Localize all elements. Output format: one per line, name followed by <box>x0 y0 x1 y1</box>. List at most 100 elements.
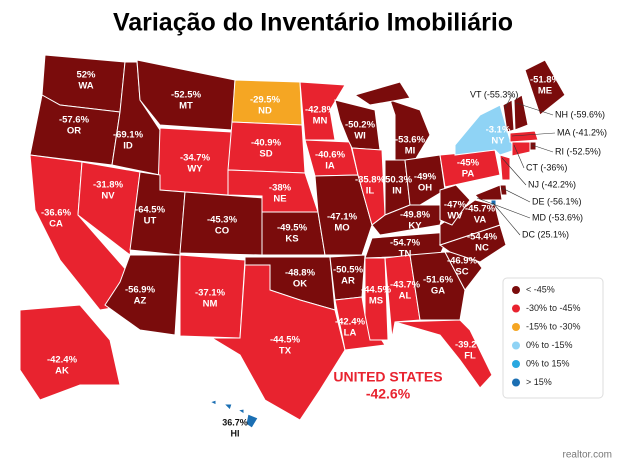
callout-line <box>476 197 531 219</box>
state-code: NC <box>475 243 489 254</box>
state-value: -50.5% <box>333 265 364 276</box>
state-value: -42.4% <box>47 355 78 366</box>
state-value: -40.6% <box>315 150 346 161</box>
state <box>513 94 529 131</box>
state-code: KS <box>285 234 298 245</box>
state <box>502 99 515 133</box>
state-value: 52% <box>76 70 96 81</box>
state-value: 36.7% <box>222 417 248 427</box>
callout-label: NH (-59.6%) <box>555 109 605 119</box>
state <box>19 304 121 401</box>
title: Variação do Inventário Imobiliário <box>113 9 513 37</box>
state-code: MT <box>179 101 193 112</box>
callout-label: VT (-55.3%) <box>470 89 518 99</box>
state-value: -49.8% <box>400 210 431 221</box>
state-value: -49.5% <box>277 223 308 234</box>
states <box>19 54 566 429</box>
state-value: -29.5% <box>250 95 281 106</box>
callout-line <box>501 157 527 186</box>
callout-line <box>511 132 556 137</box>
legend-label: 0% to 15% <box>526 358 570 368</box>
state-code: OK <box>293 279 307 290</box>
state-value: -47.1% <box>327 212 358 223</box>
state-value: -47% <box>444 200 467 211</box>
callout-line <box>501 187 531 203</box>
source: realtor.com <box>563 450 612 461</box>
state <box>236 408 245 415</box>
callout-label: RI (-52.5%) <box>555 146 601 156</box>
callout-line <box>513 144 525 169</box>
state-code: NY <box>491 136 505 147</box>
state <box>404 154 446 206</box>
state-value: -64.5% <box>135 205 166 216</box>
state <box>394 319 493 389</box>
state-code: TX <box>279 346 292 357</box>
state-code: SC <box>455 267 468 278</box>
state <box>509 130 539 143</box>
state <box>353 81 411 106</box>
state-code: CA <box>49 219 63 230</box>
legend-label: -15% to -30% <box>526 321 581 331</box>
state-code: NV <box>101 191 115 202</box>
legend-label: < -45% <box>526 284 555 294</box>
state-value: -56.9% <box>125 285 156 296</box>
state <box>222 403 233 411</box>
state <box>439 184 471 226</box>
state-code: WY <box>187 164 203 175</box>
state-value: -34.7% <box>180 153 211 164</box>
state <box>439 199 501 246</box>
callout-line <box>492 202 521 236</box>
legend-swatch <box>512 341 520 350</box>
callout-label: DC (25.1%) <box>522 229 569 239</box>
legend-label: 0% to -15% <box>526 340 573 350</box>
state-value: -35.8% <box>355 175 386 186</box>
state-value: -51.6% <box>423 275 454 286</box>
state-code: ID <box>123 141 133 152</box>
state <box>364 257 389 341</box>
legend-swatch <box>512 286 520 294</box>
callout-label: DE (-56.1%) <box>532 196 582 206</box>
state-value: -38% <box>269 183 292 194</box>
legend-label: > 15% <box>526 377 552 387</box>
state-code: PA <box>462 169 475 180</box>
state-code: IL <box>366 186 375 197</box>
state-code: AK <box>55 366 69 377</box>
state-code: ME <box>538 86 552 97</box>
state-code: MS <box>369 296 383 307</box>
state-value: -45.7% <box>465 204 496 215</box>
state <box>499 154 511 181</box>
state-value: -52.5% <box>171 90 202 101</box>
state-value: -51.8% <box>530 75 561 86</box>
state <box>208 399 217 406</box>
state-value: -69.1% <box>113 130 144 141</box>
state-code: VA <box>474 215 487 226</box>
state-value: -49% <box>414 172 437 183</box>
legend-box <box>502 277 604 399</box>
state-value: -54.7% <box>390 238 421 249</box>
state-value: -45.3% <box>207 215 238 226</box>
state <box>524 59 566 116</box>
state-code: KY <box>408 221 422 232</box>
state-value: -31.8% <box>93 180 124 191</box>
callout-label: MA (-41.2%) <box>557 127 607 137</box>
state-code: OR <box>67 126 81 137</box>
state-value: -44.5% <box>270 335 301 346</box>
legend-label: -30% to -45% <box>526 303 581 313</box>
state-value: -54.4% <box>467 232 498 243</box>
state-code: AZ <box>134 296 147 307</box>
state-code: WA <box>78 81 93 92</box>
legend-swatch <box>512 378 520 387</box>
state-code: ND <box>258 106 272 117</box>
state-value: -42.4% <box>335 317 366 328</box>
state-code: CO <box>215 226 229 237</box>
state-code: FL <box>464 351 476 362</box>
callout-label: CT (-36%) <box>526 162 567 172</box>
state-code: WV <box>447 211 463 222</box>
state-value: -43.7% <box>390 280 421 291</box>
state-code: GA <box>431 286 445 297</box>
callout-label: NJ (-42.2%) <box>528 179 576 189</box>
state-value: -46.9% <box>447 256 478 267</box>
state <box>511 141 531 157</box>
state-value: -42.8% <box>305 105 336 116</box>
